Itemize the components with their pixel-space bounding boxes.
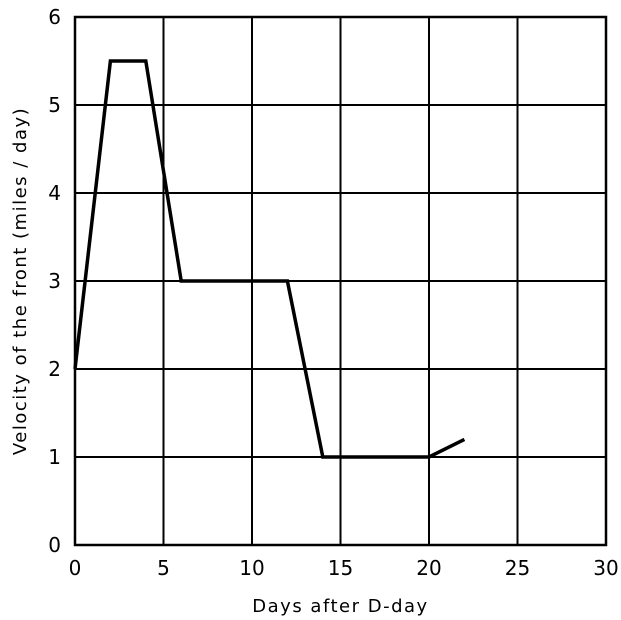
x-tick-label-5: 25 [505, 556, 530, 580]
y-tick-label-1: 1 [48, 445, 61, 469]
y-tick-label-5: 5 [48, 93, 61, 117]
x-tick-label-2: 10 [239, 556, 264, 580]
gridlines [74, 16, 607, 546]
x-tick-label-4: 20 [416, 556, 441, 580]
x-tick-label-3: 15 [328, 556, 353, 580]
y-tick-label-4: 4 [48, 181, 61, 205]
x-axis-label: Days after D-day [252, 596, 428, 617]
y-axis-label: Velocity of the front (miles / day) [10, 107, 31, 455]
y-tick-labels: 0 1 2 3 4 5 6 [48, 5, 61, 557]
y-tick-label-3: 3 [48, 269, 61, 293]
y-tick-label-2: 2 [48, 357, 61, 381]
x-tick-label-0: 0 [69, 556, 82, 580]
x-tick-labels: 0 5 10 15 20 25 30 [69, 556, 619, 580]
series-line-0 [73, 59, 466, 459]
y-tick-label-0: 0 [48, 533, 61, 557]
x-tick-label-6: 30 [593, 556, 618, 580]
y-tick-label-6: 6 [48, 5, 61, 29]
x-tick-label-1: 5 [157, 556, 170, 580]
series-layer [73, 59, 466, 459]
plot-frame [73, 15, 608, 547]
